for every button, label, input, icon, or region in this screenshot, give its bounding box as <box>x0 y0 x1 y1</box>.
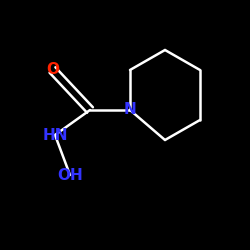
Text: OH: OH <box>57 168 83 182</box>
Text: N: N <box>124 102 136 118</box>
Text: O: O <box>46 62 59 78</box>
Text: HN: HN <box>42 128 68 142</box>
